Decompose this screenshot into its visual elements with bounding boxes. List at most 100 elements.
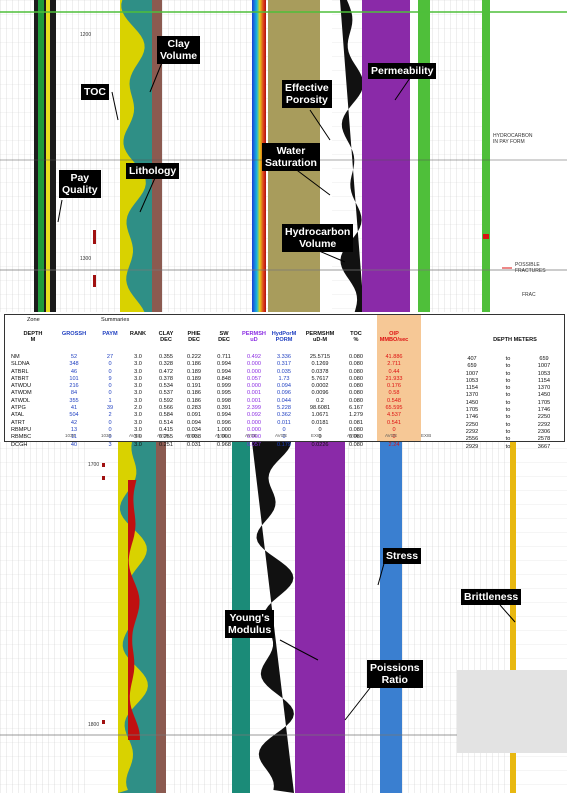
depth-cell: to [505,443,511,450]
table-cell: 0.000 [247,368,261,375]
table-cell: 0.038 [187,434,201,441]
table-cell: 0.592 [159,397,173,404]
table-cell: 52 [70,354,78,360]
table-cell: 0 [282,434,286,441]
table-cell: 2.399 [247,405,261,412]
column-clay: CLAY DEC 0.355 0.328 0.472 0.378 0.534 0.537 0.5… [149,331,183,449]
table-cell: 0.191 [187,383,201,390]
table-cell: 0.999 [217,383,231,390]
depth-to-column: 659 1007 1053 1154 1370 1450 1705 1746 2250 2292 2… [529,356,559,451]
column-pay: PAYM 27 0 0 9 0 0 1 39 2 0 0 0 3 [93,331,127,449]
table-cell: 39 [106,405,114,412]
table-cell: 0.057 [247,375,261,382]
depth-cell: 1746 [465,414,479,421]
depth-cell: 1370 [465,392,479,399]
column-sw: SW DEC 0.711 0.994 0.994 0.848 0.999 0.995 0.998… [207,331,241,449]
depth-cell: 2306 [537,428,551,435]
footer-cell: 1038 [101,433,112,438]
table-cell: 3.0 [134,419,142,426]
table-cell: 0.415 [159,426,173,433]
table-cell: 0.968 [217,441,231,448]
column-toc: TOC% 0.080 0.080 0.080 0.080 0.080 0.080 0.080 6… [339,331,373,449]
table-cell: 0.317 [277,361,291,368]
table-cell: 0 [108,390,112,397]
table-cell: 0.996 [217,419,231,426]
footer-cell: AVGE [275,433,288,438]
column-toc-header: TOC% [350,331,362,344]
table-cell: 0.044 [277,397,291,404]
callout-permeability: Permeability [368,63,437,79]
table-cell: 0.092 [247,412,261,419]
table-cell: 84 [70,390,78,397]
column-perm1: PERMSH uD 0.492 0.000 0.000 0.057 0.000 0.001 0.… [237,331,271,449]
table-cell: 0.541 [387,419,401,426]
table-cell: 40 [70,441,78,448]
callout-water-saturation: Water Saturation [262,143,320,171]
table-cell: 0 [318,434,322,441]
depth-label-4: 1800 [88,722,99,728]
table-cell: 6.167 [349,405,363,412]
table-cell: 25.5715 [309,354,331,360]
zone-label: Zone [27,317,40,323]
depth-cell: 1746 [537,407,551,414]
callout-effective-porosity: Effective Porosity [282,80,332,108]
possible-fractures-note: POSSIBLE FRACTURES [515,262,546,274]
footer-cell: 1038 [65,433,76,438]
table-cell: 0.080 [349,434,363,441]
table-cell: 0 [108,368,112,375]
table-cell: 216 [69,383,79,390]
table-cell: 0.222 [187,354,201,360]
table-cell: 2.0 [134,405,142,412]
table-cell: 0.514 [159,419,173,426]
table-cell: 0.1269 [311,361,329,368]
depth-cell: 659 [467,363,477,370]
depth-cell: 1370 [537,385,551,392]
callout-brittleness: Brittleness [461,589,522,605]
depth-meters-header: DEPTH METERS [493,337,537,343]
table-cell: 0.000 [247,419,261,426]
table-cell: 5.7617 [311,375,329,382]
table-cell: 0 [318,426,322,433]
table-cell: 41.886 [385,354,403,360]
zone-name-column: NM SLDNA ATBRL ATBRT ATWDU ATWDM ATWDL ATPG ATAL… [11,331,51,449]
table-cell: 0.186 [187,390,201,397]
table-cell: 0.994 [217,361,231,368]
table-cell: 0.44 [388,368,400,375]
table-cell: 101 [69,375,79,382]
callout-stress: Stress [383,548,422,564]
hydrocarbon-note: HYDROCARBON IN PAY FORM [493,133,533,145]
table-cell: RBMPU [11,426,32,433]
depth-cell: to [505,356,511,362]
depth-cell: 1154 [465,385,479,392]
table-cell: 0.094 [187,419,201,426]
table-cell: 0.057 [247,441,261,448]
table-cell: 2.24 [388,441,400,448]
table-cell: 0.091 [187,412,201,419]
table-cell: 0.328 [159,361,173,368]
depth-cell: 1007 [465,370,479,377]
table-cell: 0.080 [349,397,363,404]
depth-cell: to [505,399,511,406]
column-oip-header: OIP MMBO/sec [379,331,409,344]
table-cell: 0 [392,426,396,433]
table-cell: 3 [108,441,112,448]
table-cell: 0.080 [349,383,363,390]
table-cell: 0.711 [217,354,231,360]
table-cell: 2.711 [387,361,401,368]
table-cell: 0.189 [187,375,201,382]
table-cell: 0.186 [187,361,201,368]
table-cell: 504 [69,412,79,419]
table-cell: ATWDM [11,390,32,397]
table-cell: 27 [106,354,114,360]
depth-cell: to [505,377,511,384]
table-cell: 0.0002 [311,383,329,390]
depth-cell: 1154 [537,377,551,384]
footer-cell: AVGE [215,433,228,438]
table-cell: 0.0096 [311,390,329,397]
table-cell: 0.034 [187,426,201,433]
depth-cell: 2250 [465,421,479,428]
table-cell: 0.000 [247,434,261,441]
table-cell: 0.472 [159,368,173,375]
table-cell: 0.2 [316,397,324,404]
table-cell: 0.283 [187,405,201,412]
